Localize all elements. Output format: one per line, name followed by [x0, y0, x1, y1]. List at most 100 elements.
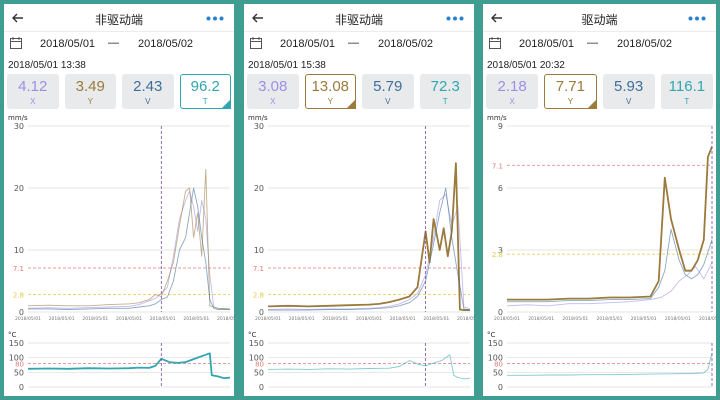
y-tick-label: 0 — [498, 308, 503, 317]
metric-card-x[interactable]: 2.18 X — [486, 74, 539, 109]
y-tick-label: 0 — [19, 308, 24, 317]
date-from[interactable]: 2018/05/01 — [40, 38, 96, 50]
date-range[interactable]: 2018/05/01 — 2018/05/02 — [483, 32, 716, 56]
calendar-icon[interactable] — [250, 37, 262, 49]
app-header: 非驱动端 — [4, 4, 234, 32]
y-tick-label: 9 — [498, 122, 503, 131]
page-title: 非驱动端 — [334, 13, 383, 27]
metric-value: 72.3 — [430, 78, 460, 95]
y-tick-label: 50 — [254, 368, 264, 377]
timestamp: 2018/05/01 15:38 — [248, 60, 326, 71]
metric-card-t[interactable]: 116.1 T — [660, 74, 713, 109]
y-tick-label: 150 — [488, 339, 503, 348]
x-tick-label: 2018/05/01 — [82, 316, 108, 322]
x-tick-label: 2018/05/01 — [255, 316, 281, 322]
x-tick-label: 2018/05/01 — [322, 316, 348, 322]
metric-card-y[interactable]: 7.71 Y — [544, 74, 597, 109]
calendar-icon[interactable] — [10, 37, 22, 49]
selected-corner-indicator — [346, 99, 356, 109]
metric-card-v[interactable]: 5.93 V — [602, 74, 655, 109]
page-title: 非驱动端 — [94, 13, 143, 27]
calendar-icon[interactable] — [489, 37, 501, 49]
date-to[interactable]: 2018/05/02 — [617, 38, 673, 50]
metric-label: X — [30, 97, 36, 106]
vibration-chart: mm/s 0 10 20 30 7.1 2.8 2018/05/01 2018/05/01 201… — [248, 114, 474, 322]
back-arrow-icon[interactable] — [250, 10, 266, 26]
date-separator: — — [348, 37, 359, 49]
date-separator: — — [587, 37, 598, 49]
metric-cards: 3.08 X 13.08 Y 5.79 V 72.3 T — [247, 74, 471, 109]
metric-label: Y — [87, 97, 93, 106]
unit-label: °C — [248, 331, 257, 339]
metric-value: 96.2 — [190, 78, 220, 95]
metric-card-v[interactable]: 5.79 V — [362, 74, 414, 109]
y-tick-label: 3 — [498, 246, 503, 255]
date-from[interactable]: 2018/05/01 — [519, 38, 575, 50]
metric-label: Y — [567, 97, 574, 106]
metric-card-t[interactable]: 72.3 T — [419, 74, 471, 109]
unit-label: mm/s — [8, 114, 28, 122]
threshold-label: 80 — [255, 361, 264, 369]
metric-card-x[interactable]: 4.12 X — [7, 74, 59, 109]
series-line-t — [507, 352, 713, 376]
metric-card-y[interactable]: 3.49 Y — [64, 74, 116, 109]
metric-label: V — [385, 97, 391, 106]
metric-card-t[interactable]: 96.2 T — [179, 74, 231, 109]
phone-screen-2: 非驱动端 2018/05/01 — 2018/05/02 2018/05/01 … — [244, 4, 474, 396]
x-tick-label: 2018/05/01 — [217, 316, 234, 322]
y-tick-label: 30 — [254, 122, 264, 131]
x-tick-label: 2018/05/01 — [116, 316, 142, 322]
metric-label: T — [202, 97, 208, 106]
metric-label: Y — [327, 97, 333, 106]
metric-cards: 2.18 X 7.71 Y 5.93 V 116.1 T — [486, 74, 713, 109]
threshold-label: 80 — [494, 361, 503, 369]
temperature-chart: °C 0 50 100 150 80 — [487, 331, 713, 392]
series-line-y — [507, 146, 713, 301]
metric-card-y[interactable]: 13.08 Y — [304, 74, 356, 109]
x-tick-label: 2018/05/01 — [390, 316, 416, 322]
x-tick-label: 2018/05/01 — [597, 316, 623, 322]
series-line-y — [27, 168, 231, 310]
back-arrow-icon[interactable] — [10, 10, 26, 26]
metric-value: 2.43 — [133, 78, 163, 95]
x-tick-label: 2018/05/01 — [150, 316, 176, 322]
y-tick-label: 100 — [488, 354, 503, 363]
metric-card-v[interactable]: 2.43 V — [122, 74, 174, 109]
date-from[interactable]: 2018/05/01 — [280, 38, 336, 50]
date-range[interactable]: 2018/05/01 — 2018/05/02 — [244, 32, 474, 56]
y-tick-label: 0 — [19, 383, 24, 392]
x-tick-label: 2018/05/01 — [183, 316, 209, 322]
timestamp: 2018/05/01 20:32 — [487, 60, 565, 71]
x-tick-label: 2018/05/01 — [562, 316, 588, 322]
metric-value: 116.1 — [668, 78, 706, 95]
selected-corner-indicator — [586, 99, 597, 109]
metric-cards: 4.12 X 3.49 Y 2.43 V 96.2 T — [7, 74, 231, 109]
date-to[interactable]: 2018/05/02 — [138, 38, 194, 50]
x-tick-label: 2018/05/01 — [49, 316, 75, 322]
y-tick-label: 6 — [498, 184, 503, 193]
threshold-label: 80 — [15, 361, 24, 369]
date-range[interactable]: 2018/05/01 — 2018/05/02 — [4, 32, 234, 56]
y-tick-label: 50 — [14, 368, 24, 377]
metric-card-x[interactable]: 3.08 X — [247, 74, 299, 109]
threshold-label: 7.1 — [13, 265, 24, 273]
x-tick-label: 2018/05/01 — [631, 316, 657, 322]
phone-screen-1: 非驱动端 2018/05/01 — 2018/05/02 2018/05/01 … — [4, 4, 234, 396]
more-options-icon[interactable] — [206, 16, 224, 21]
more-options-icon[interactable] — [446, 16, 464, 21]
page-title: 驱动端 — [581, 13, 618, 27]
x-tick-label: 2018/05/01 — [289, 316, 315, 322]
x-tick-label: 2018/05/01 — [356, 316, 382, 322]
app-header: 驱动端 — [483, 4, 716, 32]
more-options-icon[interactable] — [688, 16, 706, 21]
y-tick-label: 20 — [14, 184, 24, 193]
series-line-v — [268, 187, 471, 311]
series-line-t — [267, 354, 471, 380]
date-to[interactable]: 2018/05/02 — [378, 38, 434, 50]
vibration-chart: mm/s 0 3 6 9 7.1 2.8 2018/05/01 2018/05/01 2018/0… — [487, 114, 716, 322]
metric-label: X — [270, 97, 276, 106]
back-arrow-icon[interactable] — [489, 10, 505, 26]
y-tick-label: 100 — [9, 354, 24, 363]
metric-value: 7.71 — [555, 78, 585, 95]
y-tick-label: 30 — [14, 122, 24, 131]
